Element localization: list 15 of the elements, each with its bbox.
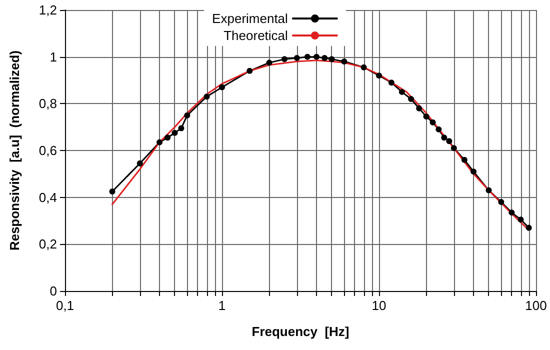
y-tick-label: 1 [50,49,57,64]
legend-label: Theoretical [224,28,288,43]
y-axis-title: Responsivity [a.u] (normalized) [7,50,22,251]
y-tick-label: 0 [50,284,57,298]
x-tick-label: 1 [218,298,226,313]
x-tick-label: 100 [525,298,547,313]
y-tick-label: 0,4 [38,190,57,205]
x-tick-label: 10 [372,298,386,313]
y-tick-label: 1,2 [38,2,57,18]
y-tick-label: 0,6 [38,143,57,158]
x-axis-title: Frequency [Hz] [252,324,350,339]
y-tick-label: 0,8 [38,96,57,112]
y-tick-label: 0,2 [38,236,57,252]
legend-label: Experimental [212,11,288,26]
x-tick-label: 0,1 [56,298,74,313]
